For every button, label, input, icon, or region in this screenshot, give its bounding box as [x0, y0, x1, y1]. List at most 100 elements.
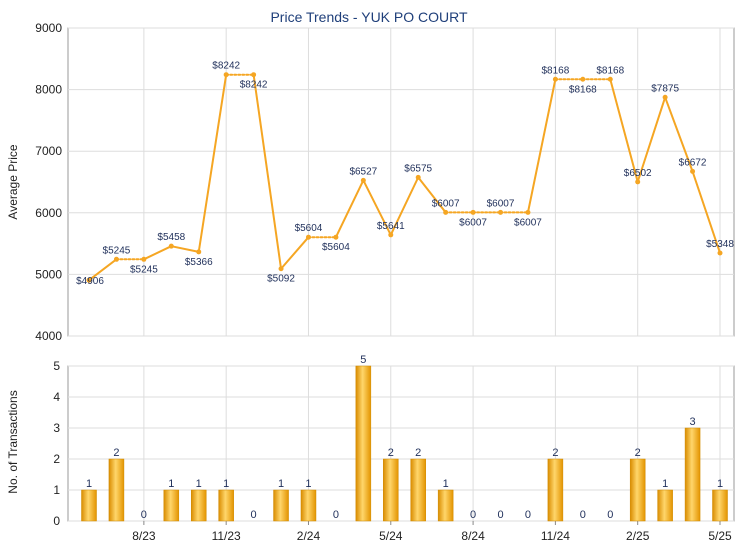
price-line-segment [170, 245, 200, 253]
transaction-bar [108, 458, 125, 522]
transactions-y-tick-label: 0 [53, 514, 60, 528]
transaction-bar [273, 489, 289, 522]
bar-value-label: 1 [443, 478, 449, 490]
price-data-label: $8242 [240, 80, 268, 91]
price-data-label: $6007 [459, 217, 487, 228]
bar-value-label: 0 [333, 509, 339, 521]
price-point [443, 209, 449, 215]
price-point [86, 277, 92, 283]
bar-value-label: 2 [388, 447, 394, 459]
transaction-bar [81, 489, 97, 522]
transactions-y-axis-label: No. of Transactions [6, 390, 20, 493]
price-data-label: $5245 [103, 245, 131, 256]
price-data-label: $6502 [624, 168, 652, 179]
price-point [141, 256, 147, 262]
price-line-segment [280, 236, 310, 270]
price-point [635, 179, 641, 185]
transaction-bar [163, 489, 180, 522]
bar-value-label: 1 [717, 478, 723, 490]
price-line-segment [691, 170, 721, 254]
chart-title: Price Trends - YUK PO COURT [270, 9, 468, 25]
price-data-label: $5604 [322, 242, 350, 253]
price-line-segment [609, 78, 639, 183]
price-point [498, 209, 504, 215]
price-data-label: $6007 [514, 217, 542, 228]
price-point [360, 177, 366, 183]
bar-value-label: 1 [305, 478, 311, 490]
transaction-bar [218, 489, 234, 522]
transaction-bar [657, 489, 673, 522]
bar-value-label: 0 [141, 509, 147, 521]
price-point [168, 243, 174, 249]
price-data-label: $5458 [157, 232, 185, 243]
transaction-bar [684, 427, 701, 522]
x-tick-label: 2/24 [297, 529, 321, 543]
price-data-label: $5092 [267, 274, 295, 285]
price-data-label: $6672 [679, 157, 707, 168]
price-point [717, 250, 723, 256]
bar-value-label: 2 [113, 447, 119, 459]
bar-value-label: 1 [86, 478, 92, 490]
price-point [196, 249, 202, 255]
transaction-bar [547, 458, 564, 522]
bar-value-label: 1 [223, 478, 229, 490]
price-y-tick-label: 6000 [35, 206, 62, 220]
transactions-y-tick-label: 2 [53, 452, 60, 466]
price-point [278, 266, 284, 272]
price-point [415, 174, 421, 180]
bar-value-label: 2 [635, 447, 641, 459]
transactions-y-tick-label: 3 [53, 421, 60, 435]
price-line-segment [417, 176, 447, 214]
bar-value-label: 0 [497, 509, 503, 521]
price-y-axis-label: Average Price [6, 144, 20, 219]
x-tick-label: 8/23 [132, 529, 156, 543]
price-y-tick-label: 5000 [35, 267, 62, 281]
transaction-bar [383, 458, 399, 522]
transaction-bar [712, 489, 728, 522]
price-point [580, 76, 586, 82]
bar-value-label: 0 [580, 509, 586, 521]
bar-value-label: 1 [662, 478, 668, 490]
price-line-segment [142, 245, 173, 261]
price-data-label: $5604 [295, 223, 323, 234]
price-line-segment [334, 179, 365, 239]
price-data-label: $6527 [349, 166, 377, 177]
price-y-tick-label: 7000 [35, 144, 62, 158]
x-tick-label: 8/24 [461, 529, 485, 543]
price-data-label: $6575 [404, 163, 432, 174]
price-data-label: $6007 [432, 198, 460, 209]
bar-value-label: 2 [552, 447, 558, 459]
x-tick-label: 11/24 [541, 529, 570, 543]
price-line-segment [88, 258, 118, 282]
price-data-label: $8168 [569, 84, 597, 95]
bar-value-label: 2 [415, 447, 421, 459]
price-data-label: $5245 [130, 264, 158, 275]
price-y-tick-label: 4000 [35, 329, 62, 343]
price-data-label: $8242 [212, 61, 240, 72]
price-data-label: $8168 [541, 65, 569, 76]
price-line-panel: 4000 5000 6000 7000 8000 9000 $4906 $5245 $5245 $… [35, 21, 735, 343]
bar-value-label: 1 [168, 478, 174, 490]
bar-value-label: 1 [278, 478, 284, 490]
price-data-label: $5641 [377, 221, 405, 232]
price-line-segment [389, 176, 420, 236]
price-point [113, 256, 119, 262]
price-line-segment [526, 78, 557, 214]
x-tick-label: 11/23 [212, 529, 241, 543]
price-data-label: $8168 [596, 65, 624, 76]
transactions-y-tick-label: 5 [53, 359, 60, 373]
bar-value-label: 0 [251, 509, 257, 521]
price-point [607, 76, 613, 82]
transaction-bar [190, 489, 207, 522]
x-tick-label: 5/25 [708, 529, 732, 543]
price-data-label: $5348 [706, 239, 734, 250]
price-point [662, 94, 668, 100]
bar-value-label: 5 [360, 354, 366, 366]
price-point [333, 234, 339, 240]
price-line-segment [664, 96, 694, 173]
price-data-label: $4906 [76, 276, 104, 287]
transaction-bar [629, 458, 646, 522]
price-point [388, 232, 394, 238]
